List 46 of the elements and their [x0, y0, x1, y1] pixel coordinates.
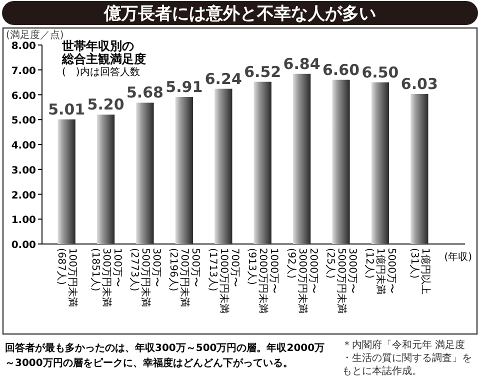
bar: [332, 80, 350, 244]
data-label: 5.01: [48, 100, 86, 118]
data-label: 6.52: [244, 62, 282, 81]
data-label: 5.68: [126, 84, 164, 102]
chart-title: 億万長者には意外と不幸な人が多い: [103, 4, 376, 24]
text: ＊内閣府「令和元年 満足度・生活の質に関する調査」をもとに本誌作成。: [342, 339, 472, 377]
bar: [136, 102, 154, 244]
bar: [96, 114, 115, 244]
bar: [58, 119, 76, 244]
x-tick-label: 500万〜700万円未満(2196人): [168, 248, 201, 308]
bar: [175, 96, 194, 244]
x-tick-label: 300万〜500万円未満(2773人): [128, 248, 162, 308]
y-tick-label: 7.00: [11, 66, 36, 77]
x-tick-label: 3000万〜5000万円未満(25人): [324, 248, 358, 314]
x-tick-label: 1000万〜2000万円未満(913人): [246, 248, 280, 314]
bar: [410, 94, 428, 244]
data-label: 6.24: [204, 70, 242, 88]
bar: [371, 82, 390, 244]
x-tick-label: 700万〜1000万円未満(1713人): [206, 248, 240, 314]
x-tick-label: 5000万〜1億円未満(12人): [364, 248, 397, 294]
bar: [254, 82, 272, 244]
text: 回答者が最も多かったのは、年収300万～500万円の層。年収2000万～3000万円の層をピークに、幸福度はどんどん下がっている。: [5, 342, 325, 369]
annotation: ( )内は回答人数: [62, 66, 140, 78]
x-tick-label: 2000万〜3000万円未満(92人): [285, 248, 318, 314]
y-tick-label: 4.00: [11, 140, 36, 152]
x-tick-label: 1億円以上(31人): [408, 248, 432, 294]
x-tick-label: 100万円未満(687人): [56, 248, 79, 308]
chart-subtitle: 世帯年収別の総合主観満足度: [61, 39, 146, 66]
bar: [292, 74, 311, 244]
x-axis-title: (年収): [444, 251, 472, 263]
y-tick-label: 6.00: [11, 90, 36, 102]
data-label: 6.60: [322, 60, 360, 79]
y-tick-label: 8.00: [11, 41, 36, 52]
data-label: 5.20: [87, 96, 124, 114]
data-label: 6.50: [362, 63, 399, 82]
y-tick-label: 5.00: [11, 116, 36, 127]
bar: [214, 88, 232, 244]
x-tick-label: 100万〜300万円未満(1851人): [89, 248, 122, 308]
y-tick-label: 0.00: [11, 240, 36, 251]
data-label: 6.03: [400, 75, 438, 94]
data-label: 6.84: [283, 54, 320, 73]
y-axis-title: (満足度／点): [6, 29, 64, 41]
data-label: 5.91: [166, 78, 203, 96]
y-tick-label: 3.00: [11, 165, 36, 176]
y-tick-label: 2.00: [11, 190, 36, 202]
y-tick-label: 1.00: [11, 215, 36, 226]
